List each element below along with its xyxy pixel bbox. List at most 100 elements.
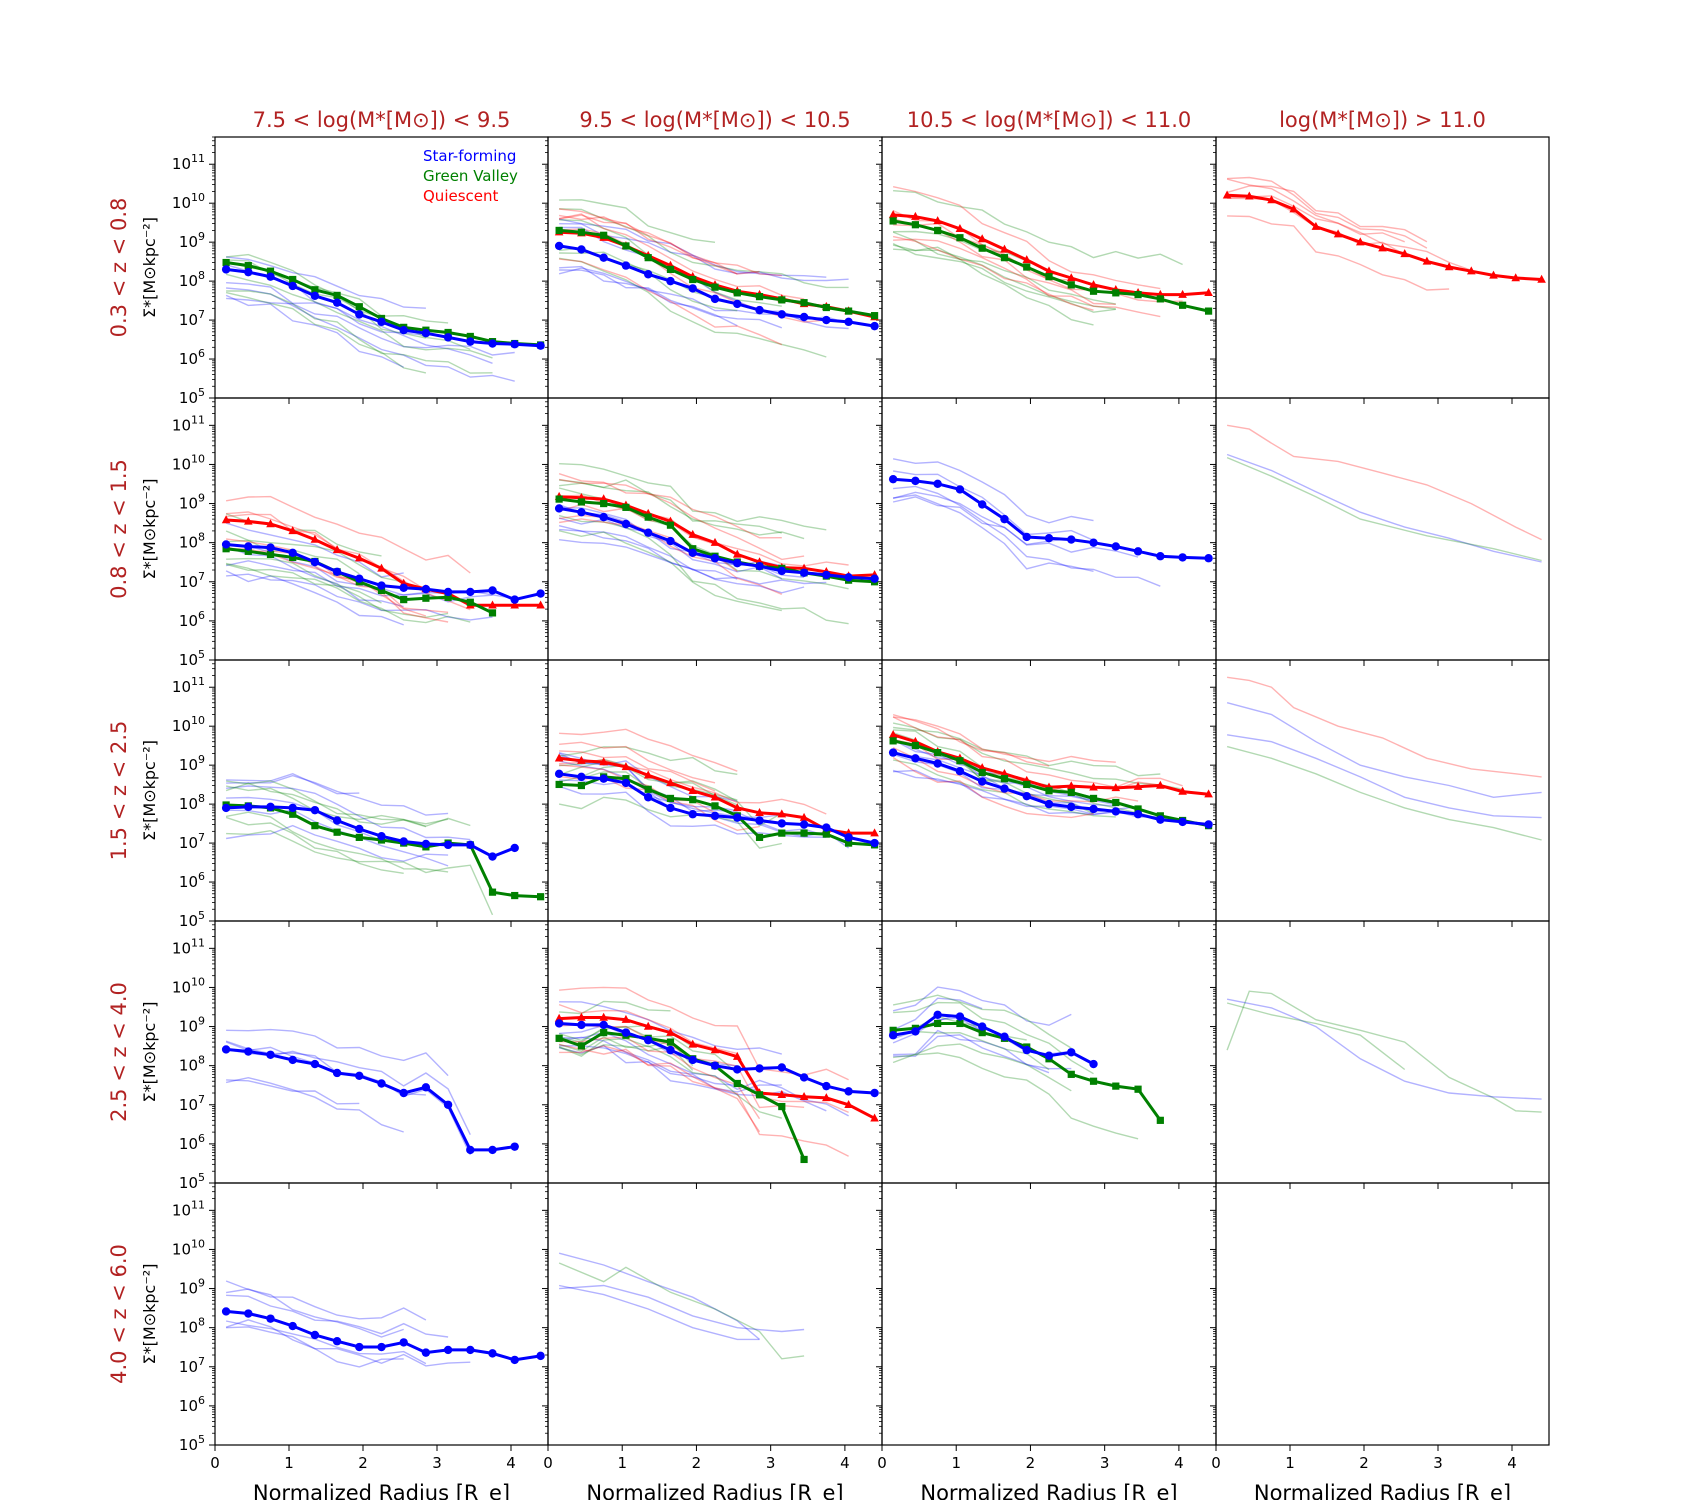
data-point-circle xyxy=(710,1061,720,1070)
x-tick-label: 3 xyxy=(1100,1454,1110,1472)
median-series-star-forming xyxy=(221,265,545,350)
data-point-circle xyxy=(577,508,586,517)
data-point-square xyxy=(244,547,252,555)
data-point-square xyxy=(956,234,964,242)
data-point-square xyxy=(845,307,853,315)
data-point-circle xyxy=(577,245,586,254)
data-point-circle xyxy=(621,261,631,270)
data-point-triangle xyxy=(244,516,253,525)
panel-frame xyxy=(214,659,549,922)
data-point-square xyxy=(1179,301,1187,309)
panel-frame xyxy=(214,1182,549,1446)
individual-profile-line xyxy=(559,199,716,243)
individual-profile-line xyxy=(893,190,1183,266)
individual-profile-line xyxy=(558,214,760,275)
data-point-square xyxy=(577,228,585,236)
individual-profile-line xyxy=(225,291,427,374)
data-point-square xyxy=(778,829,786,837)
data-point-circle xyxy=(666,1045,675,1055)
x-tick-label: 3 xyxy=(1433,1454,1443,1472)
data-point-triangle xyxy=(732,803,742,812)
x-tick-label: 3 xyxy=(766,1454,776,1472)
y-tick-label: 1011 xyxy=(172,413,205,434)
data-point-circle xyxy=(799,820,809,829)
panel-r4-c2 xyxy=(876,1182,1217,1451)
data-point-square xyxy=(1045,273,1053,281)
data-point-square xyxy=(266,550,275,559)
data-point-triangle xyxy=(933,216,942,225)
individual-profile-line xyxy=(226,287,515,382)
y-tick-label: 108 xyxy=(179,531,205,552)
data-point-triangle xyxy=(221,515,231,524)
data-point-circle xyxy=(1178,817,1187,827)
data-point-circle xyxy=(266,543,275,552)
individual-profile-line xyxy=(1226,702,1542,799)
panel-r3-c1 xyxy=(542,920,883,1189)
data-point-circle xyxy=(510,1142,519,1151)
individual-profile-line xyxy=(225,1320,427,1365)
data-point-circle xyxy=(536,1351,545,1361)
data-point-circle xyxy=(644,270,653,279)
data-point-circle xyxy=(332,816,342,825)
x-axis-label: Normalized Radius [R_e] xyxy=(253,1481,510,1500)
data-point-square xyxy=(422,594,430,602)
data-point-circle xyxy=(870,321,879,331)
data-point-triangle xyxy=(577,755,586,764)
data-point-circle xyxy=(777,1063,786,1072)
data-point-triangle xyxy=(1267,195,1276,204)
data-point-square xyxy=(1000,254,1009,262)
row-label: 4.0 < z < 6.0 xyxy=(107,1244,131,1384)
data-point-square xyxy=(711,802,719,810)
data-point-square xyxy=(1089,1077,1098,1085)
data-point-square xyxy=(1156,1116,1164,1124)
individual-profile-line xyxy=(225,1319,471,1367)
data-point-circle xyxy=(332,1068,342,1078)
individual-profile-line xyxy=(558,746,738,775)
data-point-circle xyxy=(488,1145,497,1155)
data-point-triangle xyxy=(666,1027,675,1036)
individual-profile-line xyxy=(225,495,471,574)
data-point-circle xyxy=(688,810,697,819)
data-point-circle xyxy=(266,802,275,812)
data-point-triangle xyxy=(888,730,898,739)
data-point-circle xyxy=(822,1081,831,1091)
data-point-circle xyxy=(1089,538,1098,547)
panel-frame xyxy=(214,397,549,661)
data-point-triangle xyxy=(777,809,787,818)
individual-profile-line xyxy=(225,273,493,359)
data-point-circle xyxy=(1044,1051,1054,1060)
data-point-triangle xyxy=(955,224,965,233)
individual-profile-line xyxy=(558,1043,849,1157)
median-series-quiescent xyxy=(221,515,545,609)
data-point-square xyxy=(845,839,853,847)
x-tick-label: 3 xyxy=(432,1454,442,1472)
data-point-circle xyxy=(310,1059,320,1069)
individual-profile-line xyxy=(893,726,1161,777)
data-point-square xyxy=(466,332,474,341)
data-point-square xyxy=(1000,775,1009,783)
row-label: 0.8 < z < 1.5 xyxy=(107,459,131,599)
data-point-circle xyxy=(399,837,408,846)
data-point-circle xyxy=(911,754,920,763)
individual-profile-line xyxy=(559,208,738,275)
data-point-circle xyxy=(888,748,898,757)
data-point-circle xyxy=(221,540,231,549)
data-point-triangle xyxy=(1066,273,1076,282)
data-point-triangle xyxy=(266,519,275,528)
data-point-circle xyxy=(355,310,364,319)
data-point-circle xyxy=(488,852,497,861)
data-point-circle xyxy=(1000,1032,1009,1041)
individual-profile-line xyxy=(1226,456,1542,562)
individual-profile-line xyxy=(892,756,1094,819)
individual-profile-line xyxy=(559,728,738,772)
individual-profile-line xyxy=(558,218,827,278)
data-point-square xyxy=(555,226,563,235)
x-tick-label: 0 xyxy=(877,1454,887,1472)
y-axis-label: Σ*[M⊙kpc⁻²] xyxy=(140,1002,159,1103)
data-point-circle xyxy=(355,1342,364,1352)
individual-profile-line xyxy=(1226,453,1542,563)
panel-r0-c3 xyxy=(1210,136,1550,404)
data-point-square xyxy=(755,833,764,841)
individual-profile-line xyxy=(226,557,382,604)
y-tick-label: 105 xyxy=(179,1433,205,1454)
